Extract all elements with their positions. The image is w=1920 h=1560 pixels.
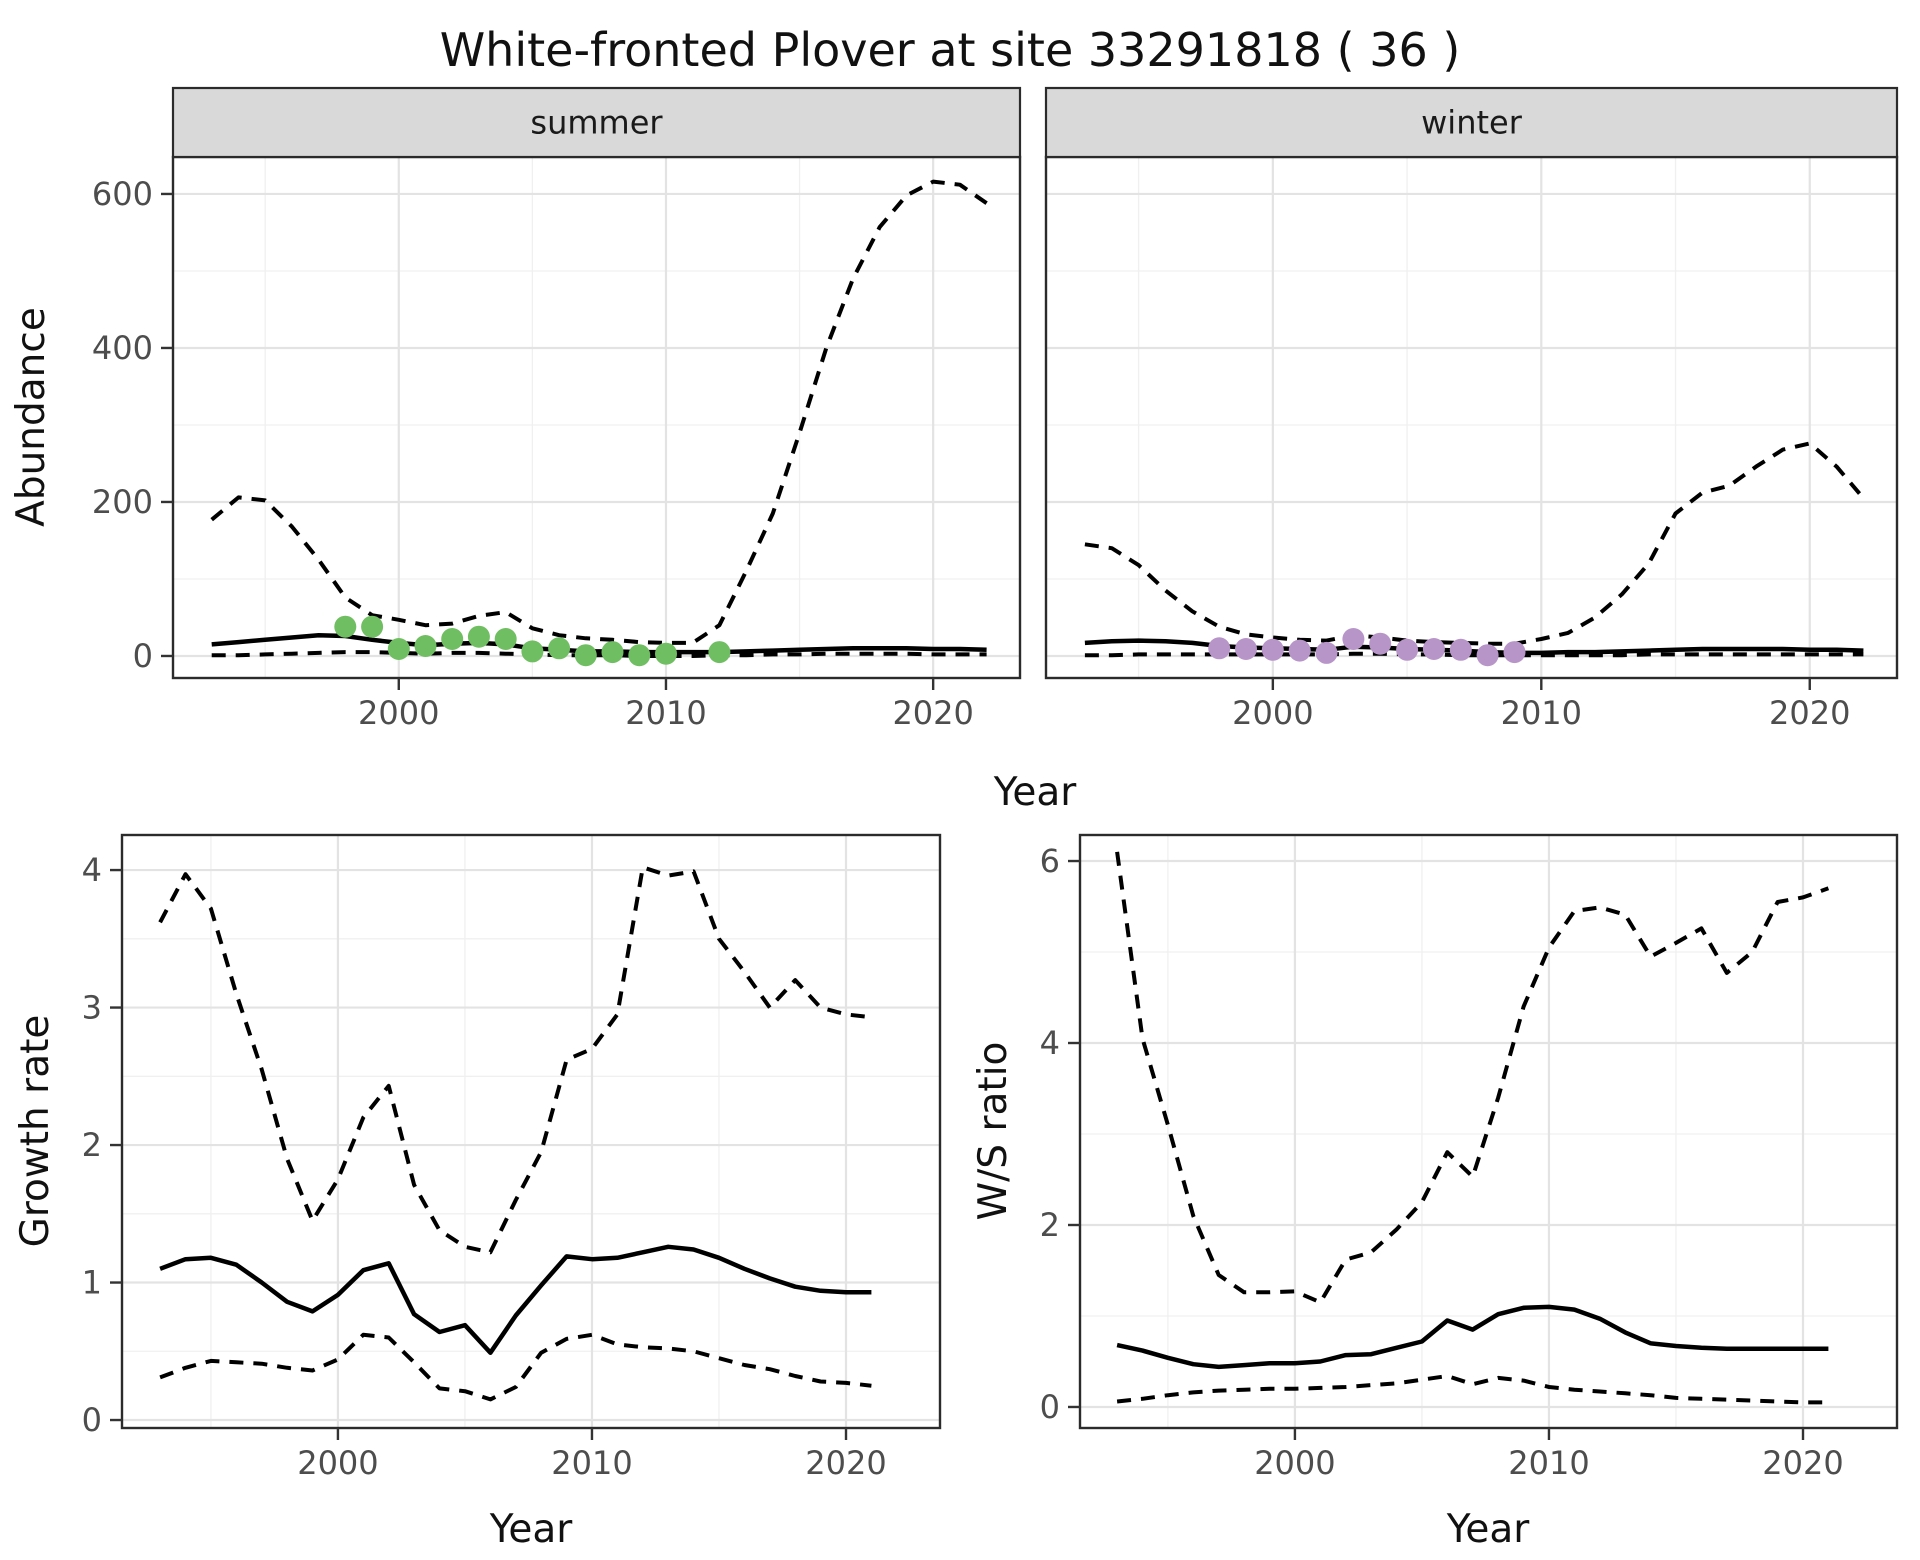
data-point bbox=[1342, 628, 1365, 650]
panel-growth-rate: 2000 2010 2020 0 1 2 3 4 Growth rate Year bbox=[13, 833, 942, 1552]
y-tick-label: 600 bbox=[92, 175, 153, 213]
x-tick-label: 2020 bbox=[1762, 1444, 1843, 1482]
y-tick-label: 0 bbox=[133, 637, 153, 675]
x-axis-title-growth-rate: Year bbox=[489, 1507, 574, 1552]
x-tick-label: 2010 bbox=[1501, 694, 1582, 732]
data-point bbox=[467, 625, 490, 648]
data-point bbox=[1235, 638, 1257, 660]
x-axis: 2000 2010 2020 bbox=[358, 678, 974, 732]
panel-abundance-summer: 2000 2010 2020 0 200 400 600 summer Abundance Yea… bbox=[9, 86, 1078, 815]
x-tick-label: 2010 bbox=[625, 694, 706, 732]
y-tick-label: 4 bbox=[82, 851, 102, 889]
gridlines-minor bbox=[122, 835, 940, 1428]
data-point bbox=[1369, 632, 1392, 655]
x-tick-label: 2000 bbox=[358, 694, 439, 732]
data-point bbox=[1208, 637, 1231, 660]
gridlines-major bbox=[1080, 835, 1897, 1428]
x-axis: 2000 2010 2020 bbox=[1254, 1428, 1844, 1482]
panel-abundance-winter: 2000 2010 2020 winter bbox=[1044, 86, 1899, 732]
y-tick-label: 4 bbox=[1040, 1024, 1060, 1062]
data-point bbox=[1396, 638, 1419, 661]
y-tick-label: 2 bbox=[1040, 1206, 1060, 1244]
ws-ratio-mean-line bbox=[1116, 1304, 1829, 1370]
data-point bbox=[1288, 639, 1311, 662]
panel-background bbox=[1046, 157, 1897, 678]
data-point bbox=[1476, 644, 1499, 667]
y-axis-title-growth-rate: Growth rate bbox=[13, 1015, 58, 1248]
y-axis: 0 1 2 3 4 bbox=[82, 851, 122, 1439]
y-axis: 0 2 4 6 bbox=[1040, 842, 1080, 1426]
data-point bbox=[1449, 638, 1472, 661]
growth-rate-upper-ci-line bbox=[158, 865, 872, 1255]
facet-strip bbox=[1044, 86, 1899, 159]
data-point bbox=[574, 644, 597, 667]
y-tick-label: 400 bbox=[92, 329, 153, 367]
gridlines-minor bbox=[1080, 835, 1897, 1428]
data-point bbox=[494, 628, 517, 650]
plot-title: White-fronted Plover at site 33291818 ( … bbox=[440, 23, 1461, 77]
data-point bbox=[387, 638, 410, 660]
gridlines-minor bbox=[173, 157, 1020, 678]
observed-counts-winter bbox=[1208, 628, 1526, 667]
x-axis-title-ws-ratio: Year bbox=[1446, 1507, 1531, 1552]
data-point bbox=[1315, 641, 1338, 664]
growth-rate-mean-line bbox=[159, 1244, 872, 1355]
x-tick-label: 2010 bbox=[551, 1444, 632, 1482]
data-point bbox=[441, 628, 464, 650]
data-point bbox=[708, 641, 731, 664]
chart-root: 2000 2010 20200200400600summerAbundanceYea… bbox=[9, 86, 1899, 1552]
data-point bbox=[628, 644, 651, 667]
data-point bbox=[334, 615, 357, 638]
panel-border bbox=[1078, 833, 1899, 1430]
observed-counts-summer bbox=[334, 615, 731, 667]
data-point bbox=[414, 635, 437, 657]
x-tick-label: 2020 bbox=[892, 694, 973, 732]
gridlines-major bbox=[173, 157, 1020, 678]
y-tick-label: 3 bbox=[82, 989, 102, 1027]
panel-ws-ratio: 2000 2010 2020 0 2 4 6 W/S ratio Year bbox=[971, 833, 1899, 1552]
gridlines-minor bbox=[1046, 157, 1897, 678]
growth-rate-lower-ci-line bbox=[159, 1332, 872, 1402]
y-tick-label: 1 bbox=[82, 1264, 102, 1302]
y-axis: 0 200 400 600 bbox=[92, 175, 173, 675]
data-point bbox=[655, 642, 677, 665]
y-tick-label: 0 bbox=[82, 1401, 102, 1439]
data-point bbox=[361, 615, 384, 638]
data-point bbox=[521, 640, 544, 663]
y-tick-label: 6 bbox=[1040, 842, 1060, 880]
x-tick-label: 2000 bbox=[297, 1444, 378, 1482]
facet-strip bbox=[171, 86, 1022, 159]
data-point bbox=[548, 637, 571, 660]
gridlines-major bbox=[122, 835, 940, 1428]
x-tick-label: 2010 bbox=[1508, 1444, 1589, 1482]
abundance-winter-upper-ci-line bbox=[1084, 441, 1865, 646]
panel-background bbox=[173, 157, 1020, 678]
ws-ratio-upper-ci-line bbox=[1115, 851, 1830, 1305]
facet-strip-label: winter bbox=[1421, 104, 1523, 142]
x-axis: 2000 2010 2020 bbox=[297, 1428, 887, 1482]
x-tick-label: 2020 bbox=[1769, 694, 1850, 732]
y-axis-title-ws-ratio: W/S ratio bbox=[971, 1042, 1016, 1221]
x-axis: 2000 2010 2020 bbox=[1232, 678, 1850, 732]
panel-background bbox=[122, 835, 940, 1428]
x-tick-label: 2000 bbox=[1232, 694, 1313, 732]
y-tick-label: 0 bbox=[1040, 1388, 1060, 1426]
abundance-summer-lower-ci-line bbox=[211, 650, 987, 658]
facet-strip-label: summer bbox=[530, 104, 663, 142]
data-point bbox=[1503, 641, 1526, 664]
x-axis-title-abundance-summer: Year bbox=[993, 770, 1078, 815]
panel-border bbox=[120, 833, 942, 1430]
abundance-summer-upper-ci-line bbox=[210, 179, 988, 645]
y-tick-label: 200 bbox=[92, 483, 153, 521]
x-tick-label: 2020 bbox=[805, 1444, 886, 1482]
panel-background bbox=[1080, 835, 1897, 1428]
y-axis-title-abundance-summer: Abundance bbox=[9, 307, 54, 527]
data-point bbox=[1422, 638, 1445, 660]
y-tick-label: 2 bbox=[82, 1126, 102, 1164]
x-tick-label: 2000 bbox=[1254, 1444, 1335, 1482]
data-point bbox=[601, 641, 624, 664]
data-point bbox=[1261, 638, 1284, 661]
